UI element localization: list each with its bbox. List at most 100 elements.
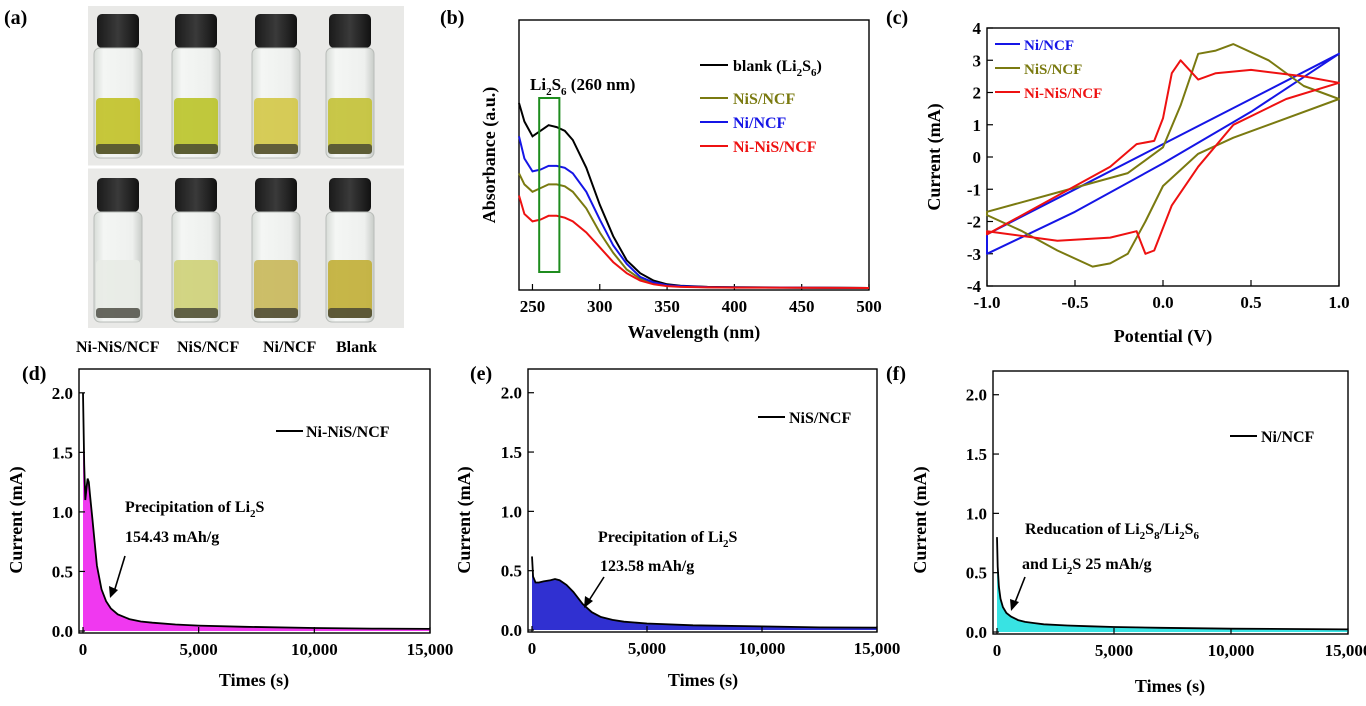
legend-c: Ni/NCF NiS/NCF Ni-NiS/NCF (995, 38, 1102, 102)
y-tick-label: 3 (973, 51, 982, 70)
annotation-arrow-e (587, 576, 605, 603)
vial-sediment (96, 144, 140, 154)
x-tick-label: 0 (79, 640, 88, 659)
series-line-ni-nis-ncf (518, 195, 870, 289)
annotation-arrowhead-d (109, 586, 118, 598)
current-curve (531, 556, 878, 629)
current-curve (996, 537, 1349, 631)
vial-sediment (174, 308, 218, 318)
series-f (996, 537, 1349, 632)
series-c (986, 43, 1340, 268)
x-tick-label: 5,000 (628, 639, 666, 658)
y-tick-label: -4 (967, 277, 982, 296)
plot-frame-b (518, 19, 870, 291)
y-axis-label-b: Absorbance (a.u.) (479, 87, 500, 224)
panel-letter-d: (d) (22, 363, 46, 385)
y-tick-label: 1.0 (501, 502, 522, 521)
y-tick-label: 2.0 (966, 386, 987, 405)
annotation-e-line1: Precipitation of Li2S (598, 529, 738, 550)
cv-loop-ni-ncf (986, 52, 1340, 255)
x-tick-label: 10,000 (739, 639, 786, 658)
x-axis-label-b: Wavelength (nm) (628, 322, 761, 343)
cv-loop-nis-ncf (986, 43, 1340, 268)
y-tick-label: 2.0 (501, 384, 522, 403)
x-tick-label: 500 (856, 297, 882, 316)
y-tick-label: 1.0 (52, 503, 73, 522)
capacity-area-fill (997, 537, 1348, 632)
series-line-nis-ncf (518, 172, 870, 289)
x-tick-label: 5,000 (1095, 641, 1133, 660)
x-tick-label: 0.5 (1240, 293, 1261, 312)
y-axis-label-f: Current (mA) (910, 466, 931, 573)
y-tick-label: -1 (967, 180, 981, 199)
vial-solution (254, 98, 298, 154)
x-tick-label: 1.0 (1328, 293, 1349, 312)
x-axis-label-c: Potential (V) (1114, 326, 1212, 347)
legend-label-f: Ni/NCF (1261, 429, 1315, 446)
y-axis-label-c: Current (mA) (924, 103, 945, 210)
x-axis-label-e: Times (s) (668, 670, 738, 691)
plot-frame-d (78, 368, 431, 634)
vial-solution (328, 98, 372, 154)
x-axis-b: 250 300 350 400 450 500 (520, 284, 882, 316)
vial-cap (175, 14, 217, 48)
vial-cap (97, 178, 139, 212)
vial-sediment (254, 144, 298, 154)
legend-label-ni-nis-ncf: Ni-NiS/NCF (733, 139, 817, 156)
annotation-arrowhead-e (584, 596, 593, 608)
y-tick-label: 0 (973, 148, 982, 167)
series-d (82, 392, 431, 631)
axes-d: 0 5,000 10,000 15,000 0.0 0.5 1.0 1.5 2.0 (52, 384, 454, 659)
y-tick-label: 1.0 (966, 504, 987, 523)
y-tick-label: -3 (967, 245, 981, 264)
vial-sediment (174, 144, 218, 154)
vial-sediment (96, 308, 140, 318)
x-tick-label: 250 (520, 297, 546, 316)
x-tick-label: -1.0 (974, 293, 1001, 312)
legend-label-nis-ncf: NiS/NCF (733, 91, 795, 108)
panel-letter-b: (b) (440, 7, 464, 29)
vial-solution (96, 98, 140, 154)
x-tick-label: 300 (587, 297, 613, 316)
vial-sediment (328, 308, 372, 318)
y-tick-label: 0.0 (501, 621, 522, 640)
current-curve (82, 392, 431, 630)
y-tick-label: 0.5 (52, 562, 73, 581)
cv-loop-ni-nis-ncf (986, 59, 1340, 255)
vial-cap (255, 178, 297, 212)
panel-e: (e) 0 5,000 10,000 15,000 0.0 0.5 1.0 1.5 2.0 Ni… (454, 363, 900, 691)
plot-frame-f (992, 370, 1349, 635)
annotation-arrowhead-f (1010, 599, 1019, 611)
y-tick-label: 0.5 (501, 562, 522, 581)
axes-c: -1.0 -0.5 0.0 0.5 1.0 -4 -3 -2 -1 0 1 2 3 4 (967, 19, 1350, 312)
y-axis-label-d: Current (mA) (6, 466, 27, 573)
y-tick-label: 0.0 (966, 623, 987, 642)
legend-b: blank (Li2S6) NiS/NCF Ni/NCF Ni-NiS/NCF (700, 58, 822, 156)
axes-f: 0 5,000 10,000 15,000 0.0 0.5 1.0 1.5 2.0 (966, 386, 1366, 660)
x-tick-label: 15,000 (407, 640, 454, 659)
x-tick-label: 10,000 (291, 640, 338, 659)
vial-sediment (254, 308, 298, 318)
x-axis-label-f: Times (s) (1135, 676, 1205, 697)
annotation-arrow-f (1013, 576, 1026, 606)
vial-solution (174, 260, 218, 318)
legend-label-e: NiS/NCF (789, 410, 851, 427)
vial-caption-blank: Blank (336, 339, 377, 356)
legend-label-ni-ncf-c: Ni/NCF (1024, 38, 1074, 54)
panel-letter-a: (a) (4, 7, 27, 29)
annotation-arrow-d (113, 555, 126, 593)
y-tick-label: 1.5 (501, 443, 522, 462)
vial-caption-ni-nis-ncf: Ni-NiS/NCF (76, 339, 160, 356)
x-tick-label: 400 (722, 297, 748, 316)
x-tick-label: -0.5 (1062, 293, 1089, 312)
panel-letter-e: (e) (470, 363, 492, 385)
vial-photo (93, 14, 375, 323)
series-line-blank-li2s6- (518, 102, 870, 289)
vial-solution (328, 260, 372, 318)
x-tick-label: 5,000 (180, 640, 218, 659)
legend-label-nis-ncf-c: NiS/NCF (1024, 62, 1082, 78)
legend-label-ni-nis-ncf-c: Ni-NiS/NCF (1024, 86, 1102, 102)
annotation-f-line2: and Li2S 25 mAh/g (1022, 556, 1152, 577)
y-tick-label: 0.0 (52, 622, 73, 641)
